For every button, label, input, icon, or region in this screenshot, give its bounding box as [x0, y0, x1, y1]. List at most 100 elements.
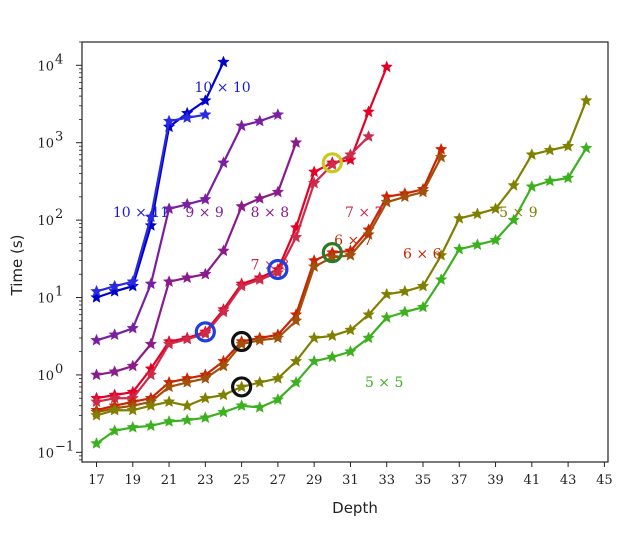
x-tick-label: 19: [125, 473, 142, 488]
data-point: [344, 345, 357, 357]
data-point: [180, 399, 194, 412]
data-point: [253, 192, 266, 204]
data-point: [90, 291, 103, 303]
highlight-circle: [231, 376, 253, 398]
data-point: [289, 314, 303, 327]
data-point: [235, 399, 248, 412]
data-point: [235, 380, 248, 393]
data-point: [289, 375, 303, 388]
data-point: [126, 403, 139, 416]
data-point: [217, 305, 230, 318]
x-tick-label: 43: [560, 473, 577, 488]
series-label: 6 × 7: [334, 233, 372, 249]
data-point: [126, 359, 139, 372]
data-point: [507, 213, 520, 226]
y-tick-label: 10: [37, 214, 54, 229]
data-point: [416, 185, 430, 198]
data-point: [362, 105, 375, 118]
series-line: [96, 156, 443, 414]
data-point: [199, 411, 212, 423]
series-label: 5 × 9: [499, 205, 537, 221]
data-point: [108, 279, 121, 292]
x-tick-label: 37: [451, 473, 468, 488]
x-tick-label: 29: [306, 473, 323, 488]
x-tick-label: 21: [161, 473, 178, 488]
y-tick-label: 10: [37, 446, 54, 461]
data-point: [326, 329, 339, 342]
x-tick-label: 41: [524, 473, 541, 488]
y-axis-title: Time (s): [8, 235, 26, 297]
data-point: [362, 308, 375, 320]
series-layer: [90, 55, 593, 449]
data-point: [525, 180, 539, 193]
data-point: [253, 273, 266, 285]
y-tick-label: 10: [37, 59, 54, 74]
data-point: [217, 55, 230, 68]
data-point: [108, 365, 121, 377]
data-point: [90, 436, 103, 449]
series-3: [90, 136, 303, 381]
data-point: [162, 380, 176, 393]
data-point: [144, 277, 158, 290]
data-point: [90, 408, 103, 421]
data-point: [525, 148, 539, 160]
data-point: [253, 333, 266, 346]
y-tick-exponent: 0: [55, 362, 63, 377]
data-point: [398, 305, 412, 318]
data-point: [434, 150, 448, 163]
data-point: [344, 148, 357, 160]
data-point: [217, 405, 230, 418]
data-point: [180, 271, 194, 284]
data-point: [434, 248, 448, 261]
series-8: [90, 94, 593, 421]
x-tick-label: 39: [487, 473, 504, 488]
series-label: 6 × 6: [403, 246, 442, 262]
data-point: [253, 375, 266, 388]
data-point: [543, 143, 557, 156]
data-point: [144, 419, 158, 432]
series-line: [95, 147, 588, 445]
data-point: [307, 260, 321, 272]
data-point: [271, 393, 285, 405]
data-point: [180, 111, 194, 124]
data-point: [380, 311, 393, 323]
data-point: [453, 211, 466, 224]
data-point: [126, 420, 139, 433]
data-point: [326, 350, 339, 363]
data-point: [307, 354, 321, 367]
y-tick-label: 10: [37, 137, 54, 152]
data-point: [180, 413, 194, 426]
data-point: [416, 300, 430, 313]
data-point: [199, 94, 212, 106]
highlight-layer: [194, 152, 343, 398]
data-point: [108, 284, 121, 297]
data-point: [434, 273, 448, 285]
data-point: [271, 331, 285, 344]
data-point: [307, 176, 321, 189]
data-point: [543, 174, 557, 187]
data-point: [289, 354, 303, 367]
data-point: [217, 388, 230, 401]
x-tick-label: 31: [342, 473, 359, 488]
data-point: [235, 337, 248, 350]
series-label: 5 × 5: [365, 375, 403, 391]
data-point: [90, 368, 103, 381]
series-line: [96, 100, 588, 417]
data-point: [489, 233, 502, 246]
data-point: [271, 371, 285, 384]
data-point: [307, 165, 321, 178]
x-tick-label: 45: [596, 473, 613, 488]
data-point: [199, 371, 212, 384]
data-point: [199, 391, 212, 404]
x-axis-title: Depth: [332, 499, 378, 517]
data-point: [271, 266, 285, 278]
series-line: [96, 135, 370, 403]
data-point: [199, 192, 212, 205]
data-point: [362, 331, 375, 344]
data-point: [489, 202, 502, 215]
data-point: [580, 141, 593, 154]
x-tick-label: 25: [233, 473, 250, 488]
data-point: [580, 94, 593, 106]
